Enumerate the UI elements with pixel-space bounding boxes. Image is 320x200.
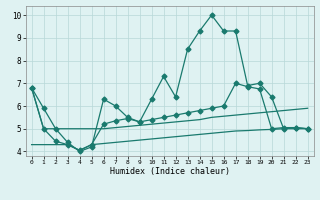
X-axis label: Humidex (Indice chaleur): Humidex (Indice chaleur) (109, 167, 230, 176)
